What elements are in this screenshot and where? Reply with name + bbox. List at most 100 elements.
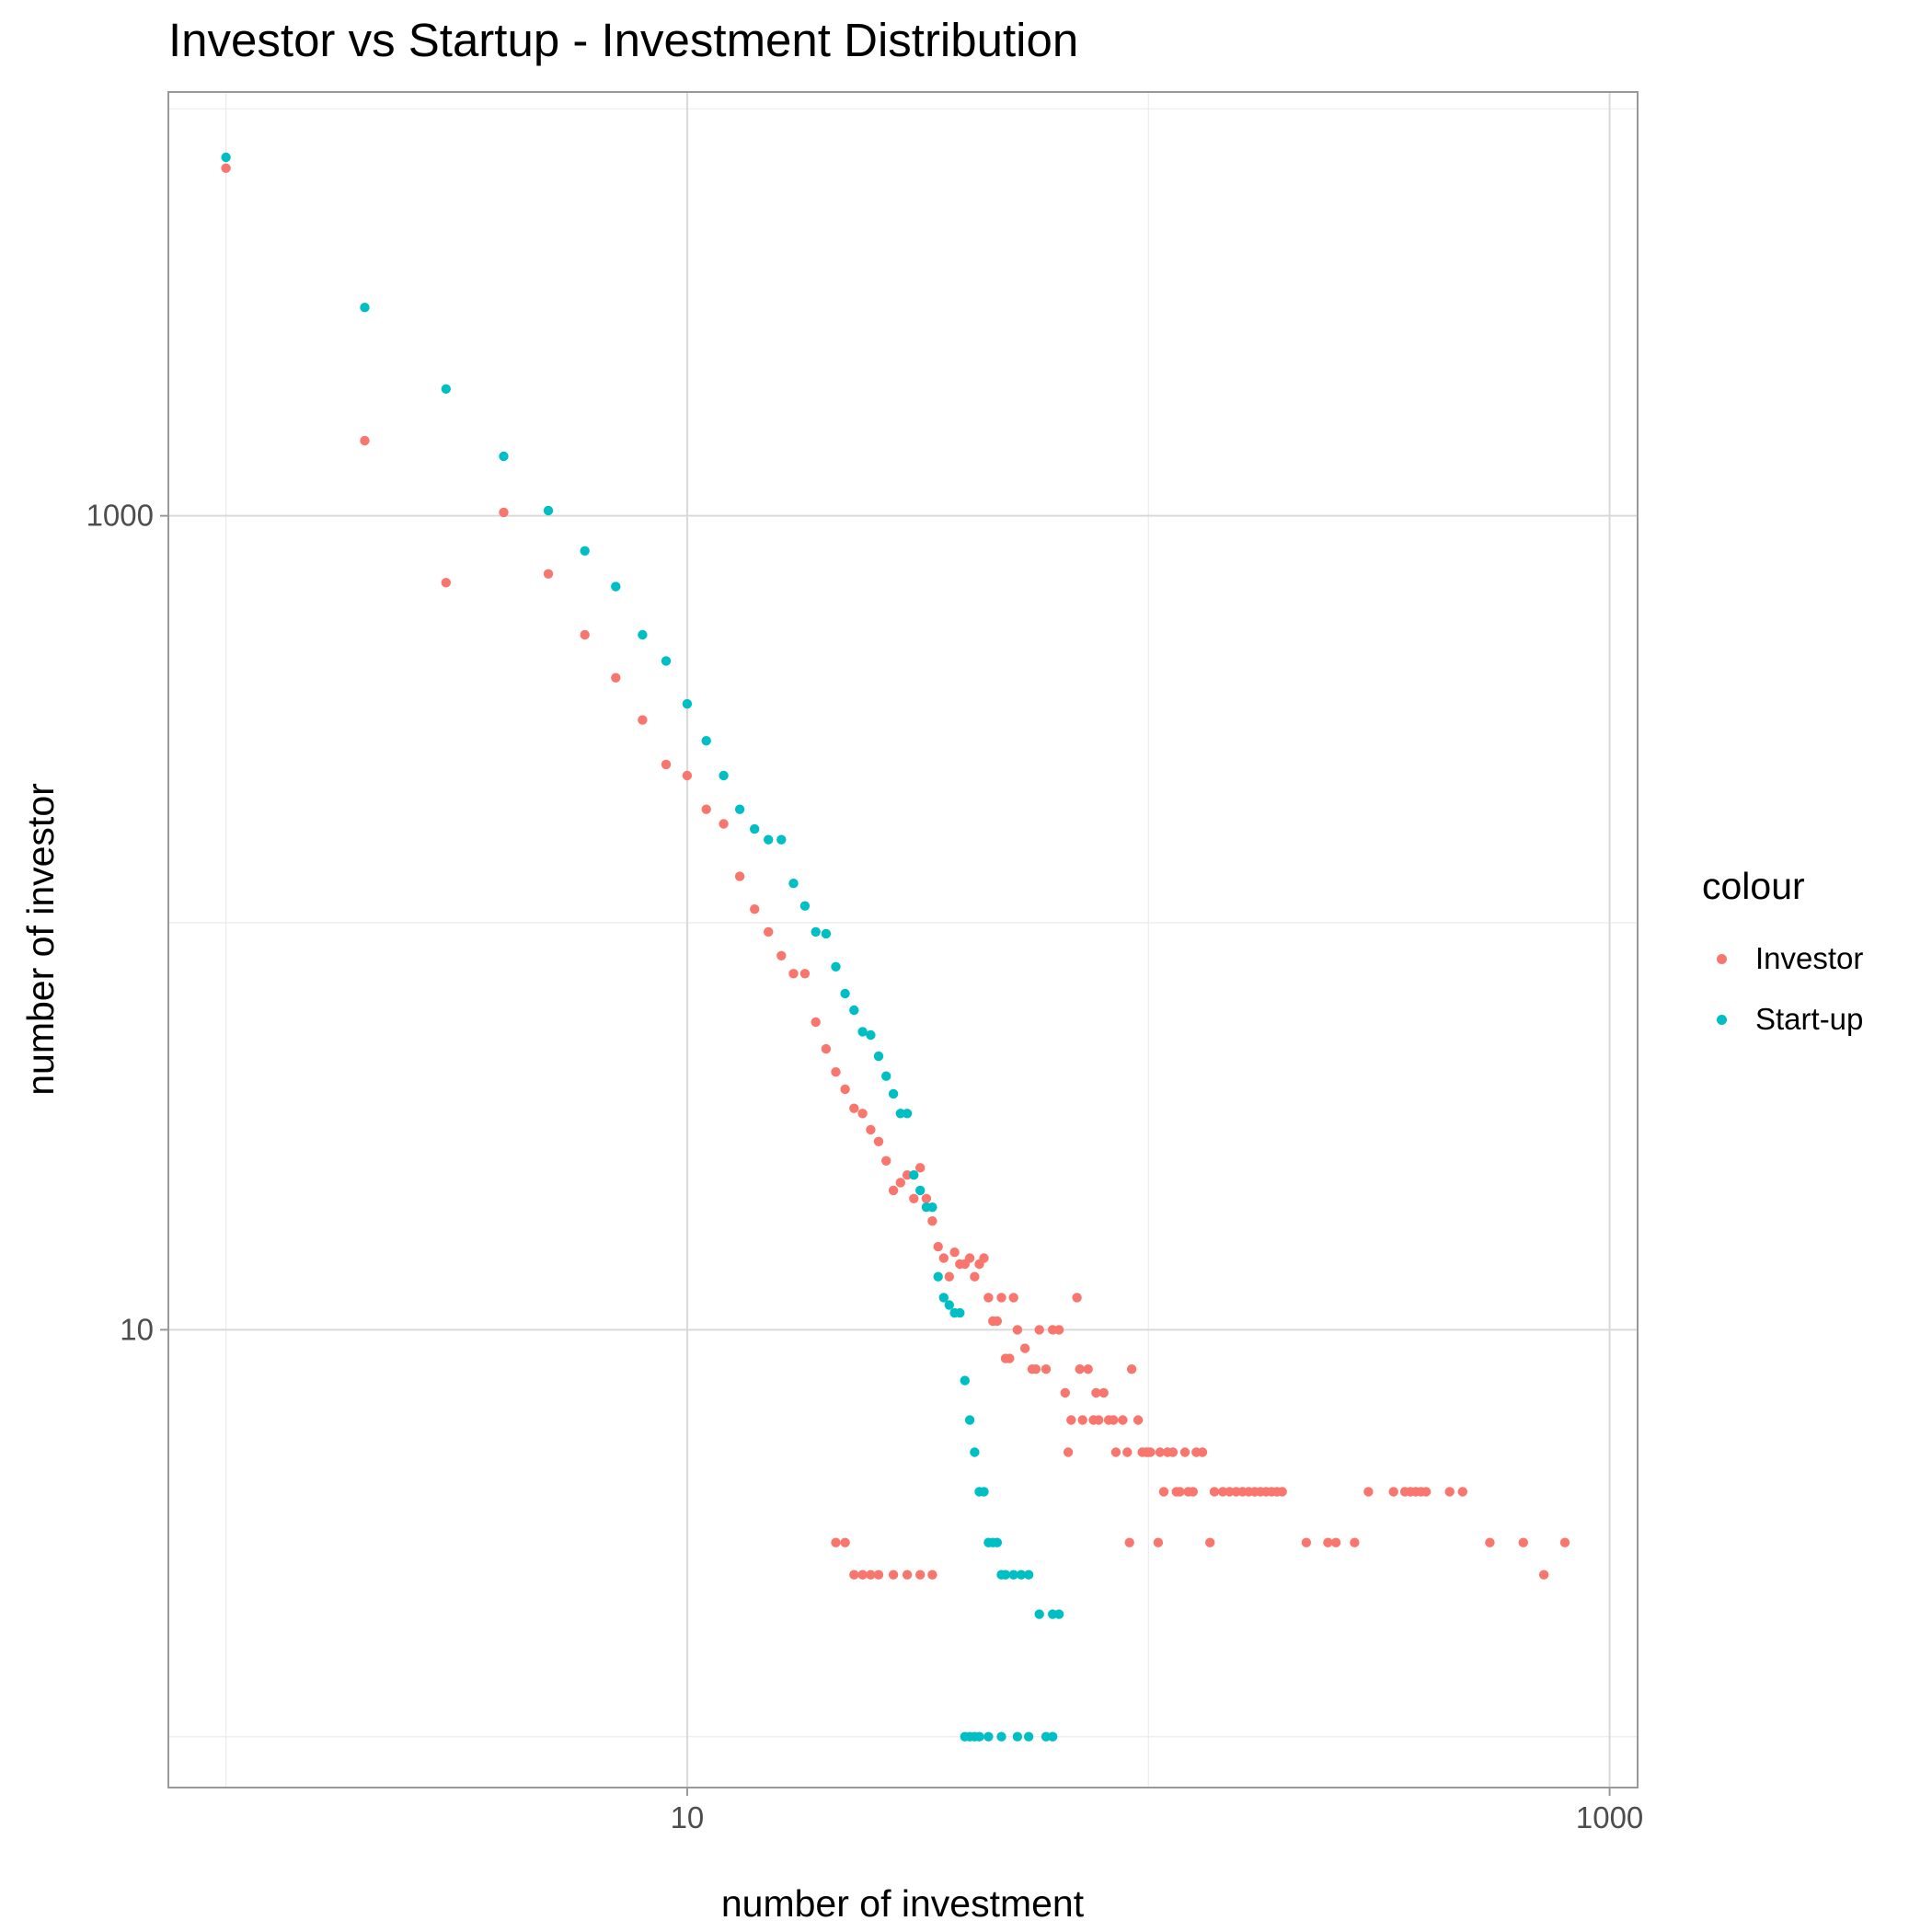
data-point [881, 1071, 891, 1081]
data-point [499, 507, 509, 518]
data-point [1063, 1447, 1074, 1457]
data-point [866, 1124, 876, 1135]
x-axis-title: number of investment [721, 1882, 1085, 1925]
data-point [960, 1375, 971, 1386]
data-point [944, 1271, 955, 1282]
data-point [902, 1570, 913, 1580]
plot-panel-border [167, 91, 1639, 1788]
data-point [944, 1300, 955, 1310]
data-point [849, 1103, 859, 1113]
y-axis-ticks: 10 1000 [86, 499, 168, 1346]
data-points [221, 152, 1570, 1742]
data-point [970, 1271, 980, 1282]
data-point [840, 1537, 850, 1547]
data-point [1225, 1487, 1235, 1497]
data-point [1012, 1325, 1023, 1335]
data-point [873, 1570, 884, 1580]
legend-title: colour [1702, 865, 1805, 907]
data-point [1175, 1487, 1185, 1497]
data-point [1330, 1537, 1341, 1547]
data-point [996, 1731, 1006, 1742]
data-point [1077, 1415, 1087, 1425]
data-point [888, 1185, 899, 1196]
data-point [831, 1537, 841, 1547]
data-point [964, 1253, 975, 1263]
data-point [1122, 1447, 1133, 1457]
data-point [1005, 1353, 1015, 1363]
data-point [1155, 1447, 1166, 1457]
legend-item-startup: Start-up [1702, 989, 1863, 1050]
data-point [734, 804, 745, 814]
data-point [1124, 1537, 1134, 1547]
data-point [895, 1109, 905, 1119]
data-point [1444, 1487, 1455, 1497]
data-point [1118, 1415, 1128, 1425]
data-point [873, 1051, 884, 1062]
data-point [661, 656, 672, 666]
data-point [909, 1170, 919, 1180]
data-point [1388, 1487, 1398, 1497]
data-point [1091, 1387, 1101, 1398]
data-point [840, 1084, 850, 1095]
data-point [764, 926, 774, 937]
data-point [992, 1537, 1003, 1547]
data-point [1518, 1537, 1529, 1547]
data-point [1323, 1537, 1333, 1547]
data-point [964, 1415, 975, 1425]
data-point [543, 569, 554, 579]
data-point [1205, 1537, 1215, 1547]
data-point [661, 759, 672, 770]
data-point [970, 1447, 980, 1457]
data-point [902, 1170, 913, 1180]
data-point [983, 1731, 994, 1742]
data-point [857, 1570, 868, 1580]
data-point [1008, 1570, 1018, 1580]
data-point [788, 879, 799, 889]
data-point [821, 928, 832, 939]
data-point [441, 578, 451, 588]
data-point [888, 1088, 899, 1099]
data-point [1012, 1731, 1023, 1742]
data-point [1066, 1415, 1076, 1425]
data-point [1041, 1731, 1052, 1742]
data-point [840, 988, 850, 999]
data-point [831, 1067, 841, 1077]
data-point [1019, 1343, 1030, 1353]
data-point [866, 1029, 876, 1041]
data-point [857, 1109, 868, 1119]
data-point [949, 1248, 960, 1258]
data-point [1053, 1609, 1064, 1619]
data-point [933, 1241, 943, 1252]
data-point [888, 1570, 899, 1580]
data-point [909, 1193, 919, 1204]
data-point [799, 901, 811, 911]
data-point [1098, 1387, 1109, 1398]
data-point [974, 1731, 984, 1742]
legend-dot-icon [1716, 953, 1727, 964]
data-point [682, 770, 693, 781]
legend-label-investor: Investor [1755, 941, 1864, 975]
data-point [831, 961, 841, 972]
data-point [915, 1185, 926, 1196]
data-point [750, 823, 760, 834]
data-point [776, 834, 787, 845]
data-point [1034, 1609, 1044, 1619]
data-point [915, 1163, 926, 1173]
data-point [734, 871, 745, 881]
data-point [1023, 1731, 1034, 1742]
data-point [849, 1005, 859, 1016]
legend-key-startup [1702, 1000, 1741, 1039]
data-point [1457, 1487, 1468, 1497]
data-point [1167, 1447, 1179, 1457]
data-point [638, 629, 648, 640]
data-point [1218, 1487, 1228, 1497]
data-point [1110, 1447, 1121, 1457]
data-point [992, 1316, 1003, 1327]
data-point [221, 163, 231, 173]
data-point [360, 303, 370, 313]
x-tick-label: 1000 [1576, 1800, 1643, 1834]
data-point [1083, 1364, 1093, 1374]
data-point [927, 1216, 937, 1226]
y-axis-title: number of investor [19, 783, 62, 1096]
